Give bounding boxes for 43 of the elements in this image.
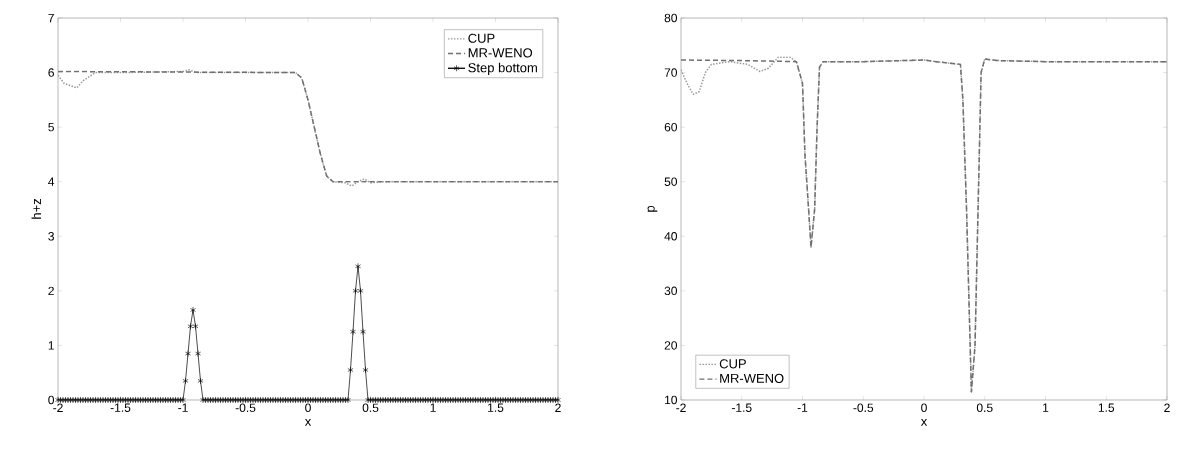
x-tick-label: 0 [921, 403, 927, 413]
legend-label: MR-WENO [720, 373, 784, 383]
y-tick-label: 6 [48, 68, 54, 77]
y-tick-label: 10 [665, 395, 678, 405]
x-tick-label: -2 [53, 403, 63, 412]
x-tick-label: 0.5 [976, 403, 993, 413]
x-tick-label: -1 [797, 403, 808, 412]
x-axis-title: x [304, 418, 312, 426]
y-tick-label: 80 [664, 13, 678, 23]
x-tick-label: -1 [178, 403, 188, 412]
x-tick-label: 2 [555, 403, 561, 412]
y-tick-label: 0 [48, 395, 55, 405]
legend-label: CUP [719, 359, 746, 369]
legend-label: Step bottom [468, 62, 537, 75]
y-tick-label: 3 [48, 232, 54, 241]
y-tick-label: 1 [48, 341, 54, 350]
y-axis-title: h+z [31, 198, 41, 219]
x-tick-label: 2 [1164, 403, 1170, 412]
legend-label: CUP [468, 33, 495, 43]
x-tick-label: 1.5 [488, 403, 504, 412]
y-tick-label: 7 [48, 13, 54, 23]
x-tick-label: 1.5 [1098, 403, 1115, 412]
y-tick-label: 30 [664, 286, 678, 296]
x-tick-label: -0.5 [853, 403, 874, 413]
y-tick-label: 40 [664, 232, 678, 241]
y-tick-label: 70 [664, 68, 678, 77]
x-tick-label: 1 [430, 403, 436, 412]
x-tick-label: -0.5 [235, 403, 256, 413]
y-tick-label: 2 [48, 286, 54, 296]
x-axis-title: x [920, 418, 928, 426]
legend-label: MR-WENO [468, 48, 533, 58]
x-tick-label: -2 [676, 403, 686, 412]
x-tick-label: 0 [305, 403, 311, 413]
x-tick-label: 0.5 [362, 403, 379, 413]
y-tick-label: 5 [48, 122, 54, 132]
x-tick-label: 1 [1043, 403, 1049, 412]
y-tick-label: 20 [664, 341, 678, 350]
x-tick-label: -1.5 [110, 403, 131, 412]
x-tick-label: -1.5 [731, 403, 752, 412]
y-tick-label: 50 [664, 177, 678, 186]
y-axis-title: p [647, 205, 658, 212]
y-tick-label: 4 [48, 177, 55, 186]
y-tick-label: 60 [664, 122, 678, 132]
